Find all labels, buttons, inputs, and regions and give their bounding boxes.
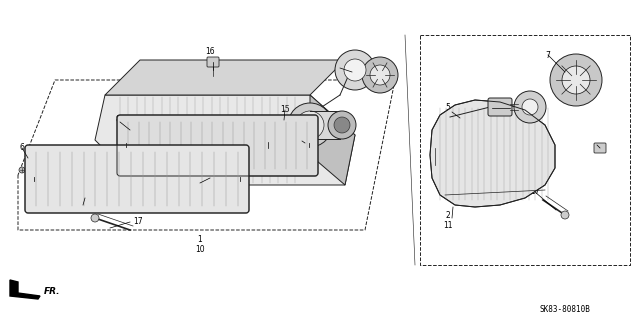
Text: 9: 9	[266, 151, 271, 160]
Circle shape	[334, 117, 350, 133]
Polygon shape	[10, 280, 40, 299]
Text: 10: 10	[195, 246, 205, 255]
Circle shape	[288, 103, 332, 147]
Text: 13: 13	[205, 181, 215, 189]
FancyBboxPatch shape	[117, 115, 318, 176]
Circle shape	[335, 50, 375, 90]
FancyBboxPatch shape	[25, 145, 249, 213]
Text: 12: 12	[77, 201, 87, 210]
Text: 16: 16	[595, 144, 605, 152]
FancyBboxPatch shape	[277, 117, 293, 131]
Circle shape	[344, 59, 366, 81]
Text: 14: 14	[443, 114, 453, 122]
Text: 1: 1	[198, 235, 202, 244]
Circle shape	[550, 54, 602, 106]
Circle shape	[296, 111, 324, 139]
Text: 11: 11	[444, 220, 452, 229]
FancyBboxPatch shape	[207, 57, 219, 67]
Text: 17: 17	[530, 188, 540, 197]
Text: 17: 17	[133, 218, 143, 226]
Text: FR.: FR.	[44, 286, 61, 295]
FancyBboxPatch shape	[310, 111, 340, 139]
Circle shape	[19, 167, 25, 173]
Circle shape	[91, 214, 99, 222]
Circle shape	[514, 91, 546, 123]
Polygon shape	[430, 100, 555, 207]
FancyBboxPatch shape	[262, 143, 274, 153]
Circle shape	[561, 211, 569, 219]
Text: 16: 16	[205, 48, 215, 56]
Text: 15: 15	[280, 106, 290, 115]
Text: 7: 7	[337, 63, 342, 72]
FancyBboxPatch shape	[594, 143, 606, 153]
Circle shape	[522, 99, 538, 115]
Circle shape	[370, 65, 390, 85]
Text: SK83-80810B: SK83-80810B	[540, 306, 591, 315]
Text: 2: 2	[445, 211, 451, 219]
Text: 7: 7	[545, 50, 550, 60]
FancyBboxPatch shape	[301, 138, 313, 148]
Text: 4: 4	[207, 170, 212, 180]
Text: 16: 16	[300, 144, 310, 152]
FancyBboxPatch shape	[488, 98, 512, 116]
Text: 5: 5	[445, 103, 451, 113]
Text: 15: 15	[485, 100, 495, 109]
Polygon shape	[95, 95, 355, 185]
Text: 3: 3	[79, 190, 84, 199]
Circle shape	[328, 111, 356, 139]
Circle shape	[562, 66, 590, 94]
Polygon shape	[310, 95, 355, 185]
Text: 6: 6	[20, 144, 24, 152]
Polygon shape	[105, 60, 345, 95]
Circle shape	[362, 57, 398, 93]
Text: 8: 8	[116, 115, 120, 124]
